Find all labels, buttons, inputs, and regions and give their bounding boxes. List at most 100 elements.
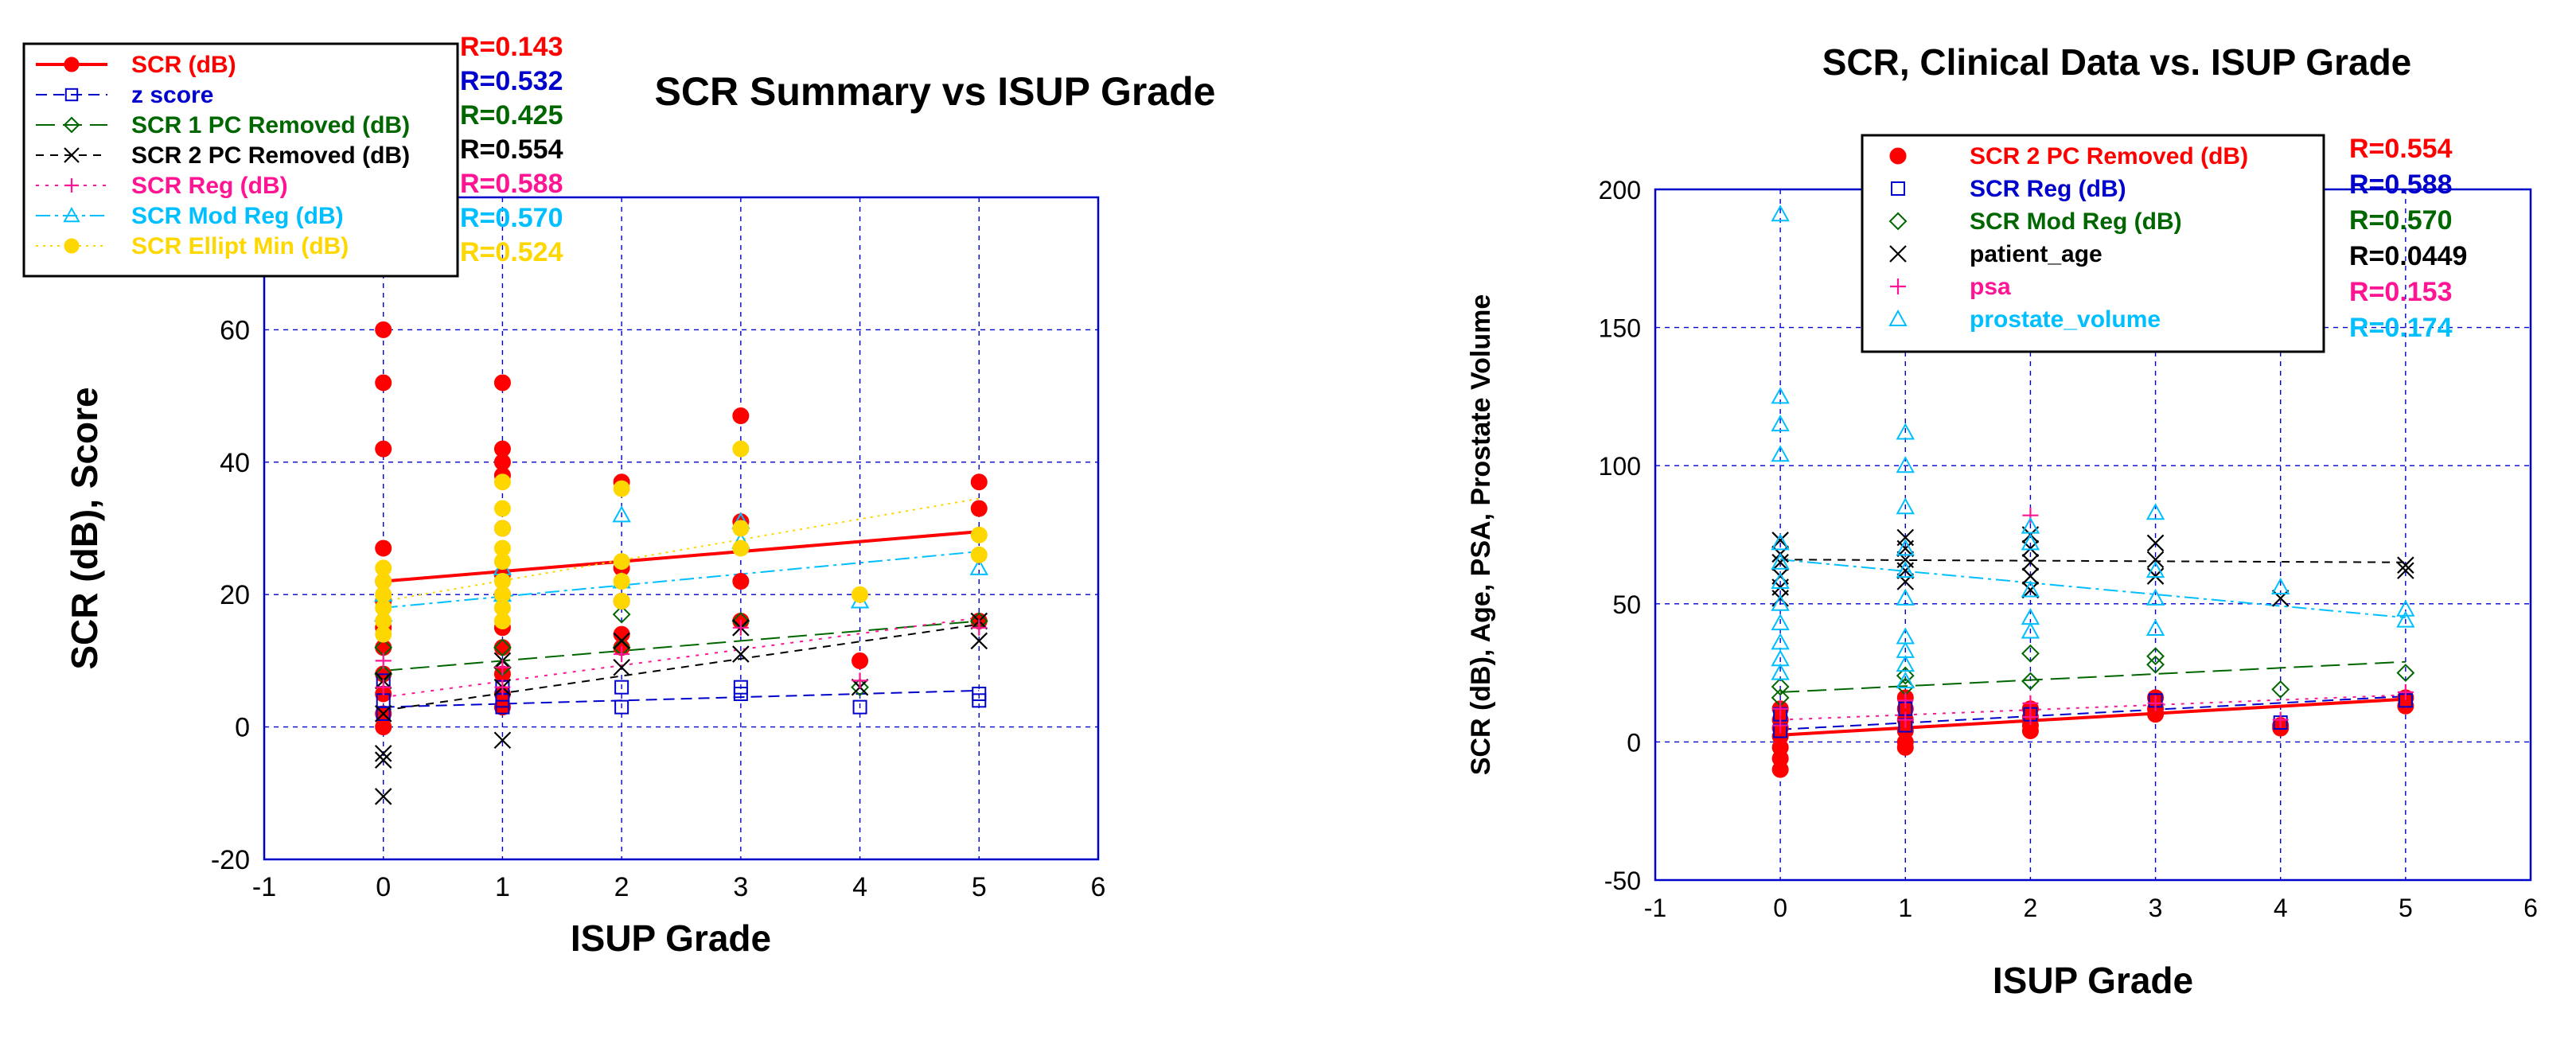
data-point — [613, 553, 630, 571]
chart-left-points — [374, 321, 988, 805]
data-point — [2022, 507, 2039, 524]
fit-line — [1780, 559, 2406, 563]
data-point — [2397, 562, 2414, 579]
fit-line — [1780, 697, 2406, 737]
legend-marker — [64, 56, 80, 72]
data-point — [970, 500, 988, 517]
r-value-label: R=0.425 — [460, 100, 563, 130]
legend-entry-label: patient_age — [1970, 241, 2102, 267]
chart-left-y-ticks: -20 0 20 40 60 — [211, 315, 250, 875]
data-point — [1771, 415, 1790, 432]
chart-right-r-values: R=0.554 R=0.588 R=0.570 R=0.0449 R=0.153 R=0.… — [2349, 134, 2467, 343]
fit-line — [383, 623, 980, 711]
data-point — [2145, 618, 2165, 637]
chart-left-x-ticks: -1 0 1 2 3 4 5 6 — [252, 872, 1106, 902]
legend-marker — [64, 147, 80, 163]
data-point — [1771, 387, 1790, 404]
r-value-label: R=0.570 — [2349, 205, 2453, 236]
legend-marker — [1891, 181, 1905, 196]
x-tick-label: 5 — [2399, 894, 2413, 922]
data-point — [493, 638, 512, 657]
data-point — [970, 526, 988, 543]
data-point — [733, 687, 748, 701]
data-point — [1771, 633, 1790, 650]
data-point — [970, 546, 988, 563]
data-point — [2146, 647, 2165, 666]
chart-right-grid — [1655, 189, 2531, 880]
data-point — [1896, 456, 1915, 473]
data-point — [494, 679, 511, 695]
data-point — [2021, 581, 2040, 599]
r-value-label: R=0.532 — [460, 66, 563, 96]
legend-marker — [1888, 309, 1908, 326]
data-point — [1771, 553, 1789, 571]
legend-entry-label: SCR Ellipt Min (dB) — [131, 233, 349, 259]
legend-entry-label: SCR 2 PC Removed (dB) — [131, 142, 410, 169]
data-point — [1897, 711, 1914, 728]
data-point — [2021, 672, 2040, 691]
legend-entry-label: psa — [1970, 274, 2011, 300]
x-tick-label: -1 — [252, 872, 276, 902]
data-point — [614, 646, 630, 663]
data-point — [2397, 684, 2414, 700]
data-point — [375, 625, 392, 643]
data-point — [852, 652, 869, 669]
data-point — [374, 788, 392, 805]
data-point — [1771, 533, 1790, 551]
r-value-label: R=0.0449 — [2349, 241, 2467, 271]
data-point — [2021, 580, 2040, 598]
x-tick-label: 6 — [1091, 872, 1106, 902]
legend-marker — [1888, 212, 1908, 231]
r-value-label: R=0.554 — [460, 134, 563, 165]
data-point — [2396, 599, 2415, 617]
data-point — [375, 679, 392, 695]
data-point — [375, 719, 392, 736]
data-point — [612, 505, 631, 523]
data-point — [374, 751, 392, 769]
fit-line — [1780, 660, 2406, 693]
data-point — [374, 745, 392, 762]
data-point — [852, 586, 869, 603]
chart-right-x-axis-title: ISUP Grade — [1993, 960, 2193, 1001]
chart-right: SCR, Clinical Data vs. ISUP Grade -1 0 1 2 3… — [1466, 41, 2538, 1001]
data-point — [613, 573, 630, 590]
data-point — [732, 520, 750, 537]
data-point — [1896, 423, 1915, 440]
data-point — [2145, 503, 2165, 520]
legend-entry-label: SCR 2 PC Removed (dB) — [1970, 143, 2248, 169]
data-point — [970, 632, 988, 650]
data-point — [613, 480, 630, 497]
y-tick-label: 20 — [220, 580, 250, 610]
chart-left-x-axis-title: ISUP Grade — [571, 917, 771, 959]
chart-right-points — [1771, 204, 2415, 778]
data-point — [375, 321, 392, 338]
data-point — [2022, 709, 2039, 726]
legend-marker — [63, 206, 80, 223]
chart-left: SCR Summary vs ISUP Grade -1 0 1 2 3 4 5 6 -20 0… — [22, 32, 1215, 959]
data-point — [851, 678, 869, 697]
data-point — [1896, 655, 1915, 672]
x-tick-label: 4 — [852, 872, 867, 902]
legend-marker — [64, 178, 79, 193]
data-point — [971, 619, 988, 636]
data-point — [2021, 516, 2040, 534]
r-value-label: R=0.588 — [2349, 169, 2453, 200]
data-point — [1771, 204, 1790, 222]
data-point — [614, 699, 629, 715]
fit-line — [383, 551, 980, 609]
x-tick-label: 3 — [733, 872, 748, 902]
legend-entry-label: SCR Reg (dB) — [131, 173, 288, 199]
x-tick-label: 2 — [2024, 894, 2038, 922]
data-point — [375, 374, 392, 391]
data-point — [613, 658, 630, 676]
data-point — [852, 699, 867, 715]
x-tick-label: 2 — [614, 872, 629, 902]
fit-line — [383, 689, 980, 708]
data-point — [970, 473, 988, 491]
r-value-label: R=0.174 — [2349, 313, 2453, 343]
data-point — [852, 672, 868, 689]
legend-marker — [1890, 279, 1906, 294]
x-tick-label: 4 — [2274, 894, 2288, 922]
legend-marker — [1889, 245, 1907, 263]
